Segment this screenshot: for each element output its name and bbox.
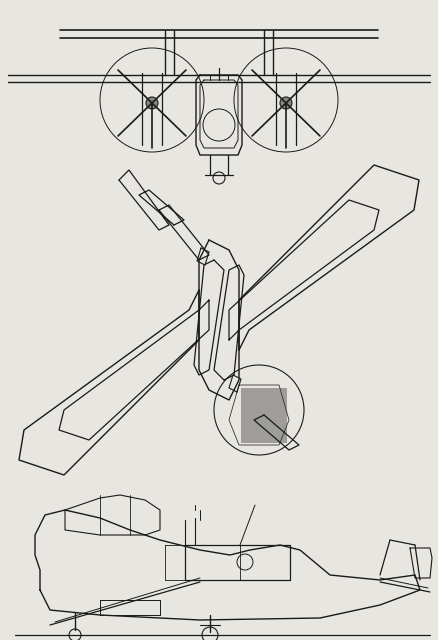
- Bar: [241, 388, 287, 443]
- Circle shape: [280, 97, 292, 109]
- Circle shape: [146, 97, 158, 109]
